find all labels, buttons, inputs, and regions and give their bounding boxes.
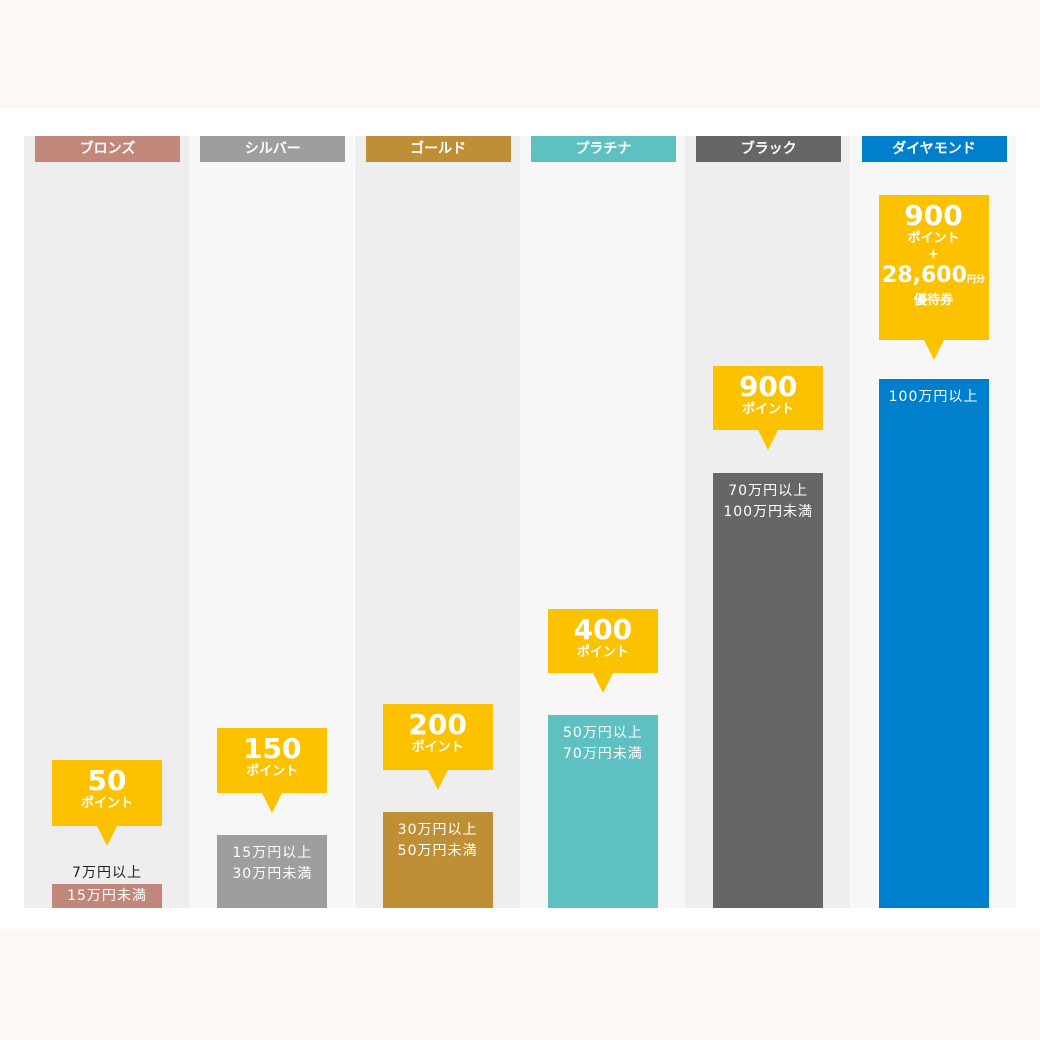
amount: 28,600 [882,263,967,288]
callout: 200 ポイント [382,704,493,790]
amount-unit: 円分 [966,275,985,285]
range-label: 50万円未満 [397,843,478,859]
points: 50 [87,764,127,797]
tier-header: プラチナ [530,136,676,162]
range-label: 70万円以上 [728,483,809,499]
tier-header: ダイヤモンド [861,136,1007,162]
tier-bar: 100万円以上 [878,379,989,908]
plus: + [928,247,939,262]
range-label: 100万円未満 [723,504,814,520]
points-unit: ポイント [907,231,960,246]
points: 200 [408,708,467,741]
tier-bar: 50万円以上 70万円未満 [547,715,658,908]
points: 900 [904,199,963,232]
points-unit: ポイント [742,402,795,417]
range-label: 70万円未満 [562,746,643,762]
voucher: 優待券 [913,293,953,308]
points: 150 [243,732,302,765]
tier-bar: 15万円以上 30万円未満 [217,835,328,908]
tier-header: シルバー [200,136,346,162]
amount-line: 28,600円分 [879,263,989,293]
tier-bar: 15万円未満 [52,884,162,908]
tier-header: ゴールド [365,136,511,162]
points: 900 [738,370,798,403]
callout: 50 ポイント [52,760,162,846]
range-label: 50万円以上 [562,725,643,741]
points-unit: ポイント [246,764,299,779]
tier-bar: 70万円以上 100万円未満 [713,473,824,908]
points-unit: ポイント [576,645,629,660]
points-unit: ポイント [411,740,464,755]
range-label: 30万円未満 [232,866,313,882]
column [354,136,520,908]
points: 400 [573,613,633,646]
tier-bar: 30万円以上 50万円未満 [382,812,493,908]
range-label: 15万円以上 [232,845,313,861]
range-label: 15万円未満 [67,888,147,904]
range-label: 7万円以上 [72,865,142,881]
callout: 150 ポイント [217,728,328,813]
tier-header: ブロンズ [35,136,180,162]
range-label: 100万円以上 [888,389,979,405]
callout: 900 ポイント +28,600円分 優待券 [878,195,989,360]
tier-header: ブラック [696,136,842,162]
callout: 400 ポイント [547,609,658,693]
points-unit: ポイント [80,796,133,811]
callout: 900 ポイント [713,366,824,450]
range-label: 30万円以上 [397,822,478,838]
